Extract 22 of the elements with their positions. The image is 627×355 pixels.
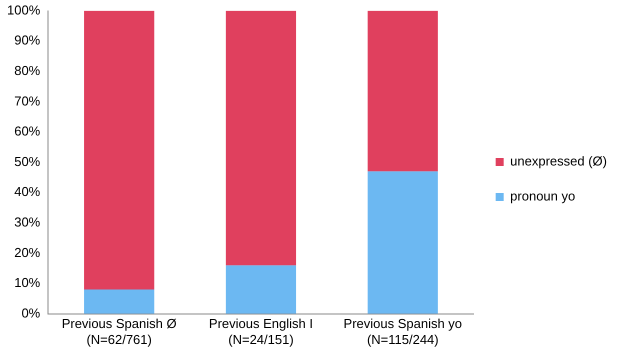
bar [84, 10, 154, 290]
bar [226, 265, 296, 314]
bar [368, 10, 438, 172]
x-tick-label: Previous Spanish Ø (N=62/761) [62, 316, 177, 347]
bar [368, 171, 438, 314]
x-tick-label: Previous Spanish yo (N=115/244) [344, 316, 462, 347]
x-tick-label: Previous English I (N=24/151) [208, 316, 313, 347]
y-tick-label: 100% [7, 2, 41, 18]
y-tick-label: 50% [14, 154, 41, 169]
y-tick-label: 80% [14, 62, 41, 78]
y-tick-label: 60% [14, 124, 41, 139]
y-tick-label: 10% [14, 275, 41, 290]
bar [226, 10, 296, 266]
bar [84, 290, 154, 314]
y-tick-label: 40% [14, 184, 41, 200]
y-tick-label: 20% [14, 244, 41, 260]
y-tick-label: 0% [21, 305, 41, 320]
y-tick-label: 30% [14, 214, 41, 230]
legend-label: unexpressed (Ø) [510, 154, 608, 169]
legend-label: pronoun yo [510, 188, 576, 204]
y-tick-label: 90% [14, 32, 41, 48]
y-tick-label: 70% [14, 93, 41, 108]
